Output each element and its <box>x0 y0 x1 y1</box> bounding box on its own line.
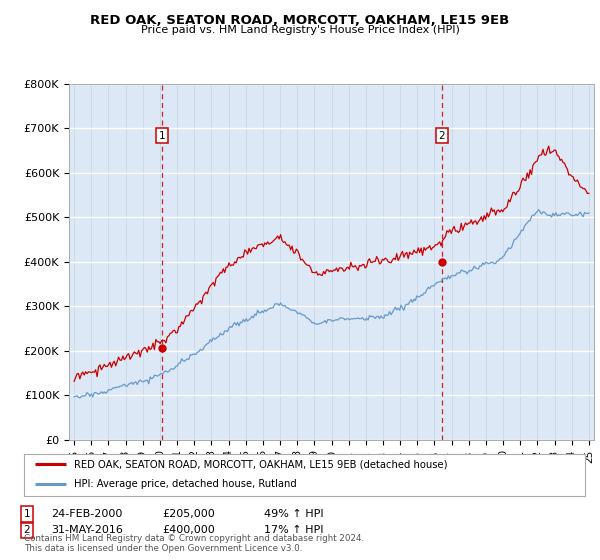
Text: 1: 1 <box>158 130 166 141</box>
Text: 1: 1 <box>23 509 31 519</box>
Text: 31-MAY-2016: 31-MAY-2016 <box>51 525 123 535</box>
Text: £205,000: £205,000 <box>162 509 215 519</box>
Text: Contains HM Land Registry data © Crown copyright and database right 2024.
This d: Contains HM Land Registry data © Crown c… <box>24 534 364 553</box>
Text: 24-FEB-2000: 24-FEB-2000 <box>51 509 122 519</box>
Text: RED OAK, SEATON ROAD, MORCOTT, OAKHAM, LE15 9EB: RED OAK, SEATON ROAD, MORCOTT, OAKHAM, L… <box>91 14 509 27</box>
Text: 2: 2 <box>23 525 31 535</box>
Text: RED OAK, SEATON ROAD, MORCOTT, OAKHAM, LE15 9EB (detached house): RED OAK, SEATON ROAD, MORCOTT, OAKHAM, L… <box>74 459 448 469</box>
Text: HPI: Average price, detached house, Rutland: HPI: Average price, detached house, Rutl… <box>74 479 297 489</box>
Text: Price paid vs. HM Land Registry's House Price Index (HPI): Price paid vs. HM Land Registry's House … <box>140 25 460 35</box>
Text: £400,000: £400,000 <box>162 525 215 535</box>
Text: 17% ↑ HPI: 17% ↑ HPI <box>264 525 323 535</box>
Text: 49% ↑ HPI: 49% ↑ HPI <box>264 509 323 519</box>
Text: 2: 2 <box>439 130 445 141</box>
